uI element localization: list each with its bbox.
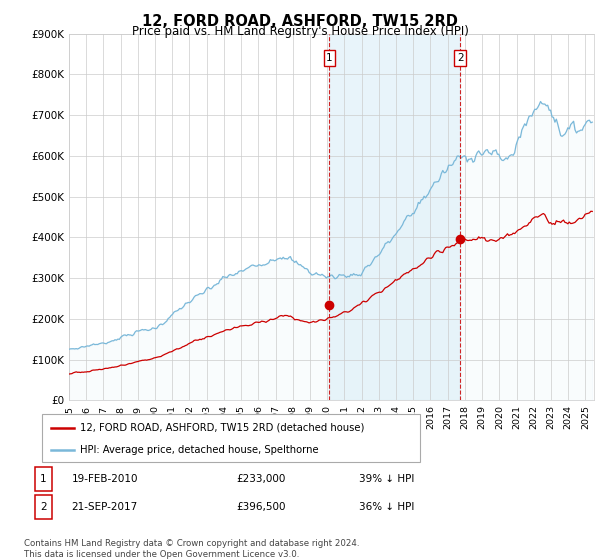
Text: £233,000: £233,000: [236, 474, 286, 484]
Text: 21-SEP-2017: 21-SEP-2017: [71, 502, 137, 512]
Text: 12, FORD ROAD, ASHFORD, TW15 2RD: 12, FORD ROAD, ASHFORD, TW15 2RD: [142, 14, 458, 29]
Text: HPI: Average price, detached house, Spelthorne: HPI: Average price, detached house, Spel…: [80, 445, 319, 455]
Text: Price paid vs. HM Land Registry's House Price Index (HPI): Price paid vs. HM Land Registry's House …: [131, 25, 469, 38]
Text: Contains HM Land Registry data © Crown copyright and database right 2024.
This d: Contains HM Land Registry data © Crown c…: [24, 539, 359, 559]
Text: 2: 2: [457, 53, 463, 63]
Text: 19-FEB-2010: 19-FEB-2010: [71, 474, 138, 484]
Text: 1: 1: [40, 474, 47, 484]
Text: 36% ↓ HPI: 36% ↓ HPI: [359, 502, 414, 512]
Text: 39% ↓ HPI: 39% ↓ HPI: [359, 474, 414, 484]
Text: 1: 1: [326, 53, 333, 63]
FancyBboxPatch shape: [35, 496, 52, 519]
FancyBboxPatch shape: [35, 467, 52, 491]
FancyBboxPatch shape: [42, 414, 420, 462]
Text: 2: 2: [40, 502, 47, 512]
Text: 12, FORD ROAD, ASHFORD, TW15 2RD (detached house): 12, FORD ROAD, ASHFORD, TW15 2RD (detach…: [80, 423, 364, 433]
Text: £396,500: £396,500: [236, 502, 286, 512]
Bar: [329, 34, 460, 400]
